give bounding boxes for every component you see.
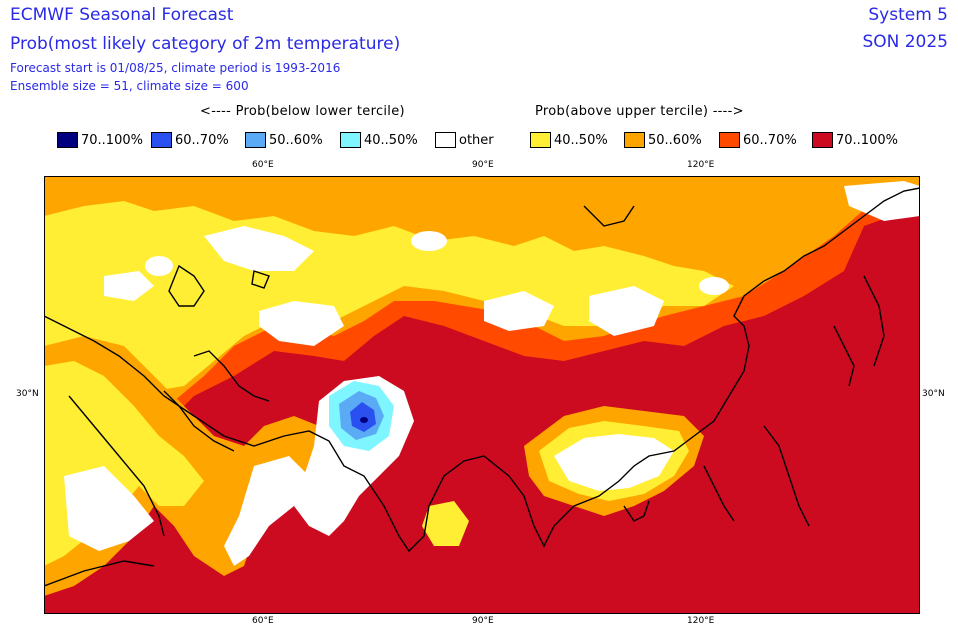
prob-region-other	[699, 277, 729, 295]
top-tick-90e: 90°E	[472, 160, 494, 170]
prob-region-other	[259, 301, 344, 346]
prob-region-other	[224, 456, 309, 566]
legend-item: other	[435, 132, 494, 148]
legend-swatch	[719, 132, 740, 148]
season-label: SON 2025	[862, 32, 948, 52]
below-tercile-header: <---- Prob(below lower tercile)	[200, 104, 405, 119]
top-tick-120e: 120°E	[687, 160, 715, 170]
prob-region-other	[64, 466, 154, 551]
legend-swatch	[245, 132, 266, 148]
prob-region-other	[589, 286, 664, 336]
prob-region-other	[844, 181, 920, 221]
prob-region-other	[554, 434, 674, 491]
probability-map	[44, 176, 920, 614]
legend-item: 50..60%	[245, 132, 323, 148]
system-label: System 5	[868, 5, 948, 25]
top-tick-60e: 60°E	[252, 160, 274, 170]
prob-region-other	[484, 291, 554, 331]
prob-region-other	[104, 271, 154, 301]
legend-swatch	[435, 132, 456, 148]
forecast-title: ECMWF Seasonal Forecast	[10, 5, 234, 25]
legend-swatch	[57, 132, 78, 148]
bottom-tick-90e: 90°E	[472, 616, 494, 626]
legend-item: 60..70%	[719, 132, 797, 148]
legend-swatch	[151, 132, 172, 148]
bottom-tick-120e: 120°E	[687, 616, 715, 626]
legend-item: 70..100%	[812, 132, 898, 148]
legend-item: 40..50%	[340, 132, 418, 148]
prob-region-other	[411, 231, 447, 251]
right-tick-30n: 30°N	[922, 389, 945, 399]
prob-region-below-60-70	[350, 402, 376, 432]
bottom-tick-60e: 60°E	[252, 616, 274, 626]
color-legend: 70..100% 60..70% 50..60% 40..50% other 4…	[0, 132, 958, 152]
forecast-start-info: Forecast start is 01/08/25, climate peri…	[10, 61, 341, 75]
legend-item: 40..50%	[530, 132, 608, 148]
legend-swatch	[340, 132, 361, 148]
ensemble-info: Ensemble size = 51, climate size = 600	[10, 79, 249, 93]
prob-region-other	[145, 256, 173, 276]
legend-swatch	[812, 132, 833, 148]
above-tercile-header: Prob(above upper tercile) ---->	[535, 104, 744, 119]
prob-region-below-70-100	[360, 417, 368, 423]
legend-swatch	[530, 132, 551, 148]
map-frame	[44, 176, 920, 614]
legend-item: 70..100%	[57, 132, 143, 148]
legend-item: 60..70%	[151, 132, 229, 148]
legend-swatch	[624, 132, 645, 148]
prob-region-40-50-bengal	[422, 501, 469, 546]
forecast-variable: Prob(most likely category of 2m temperat…	[10, 34, 401, 54]
prob-region-other	[204, 226, 314, 271]
coastlines	[44, 187, 920, 587]
legend-item: 50..60%	[624, 132, 702, 148]
prob-region-40-50-north	[44, 201, 734, 426]
left-tick-30n: 30°N	[16, 389, 39, 399]
